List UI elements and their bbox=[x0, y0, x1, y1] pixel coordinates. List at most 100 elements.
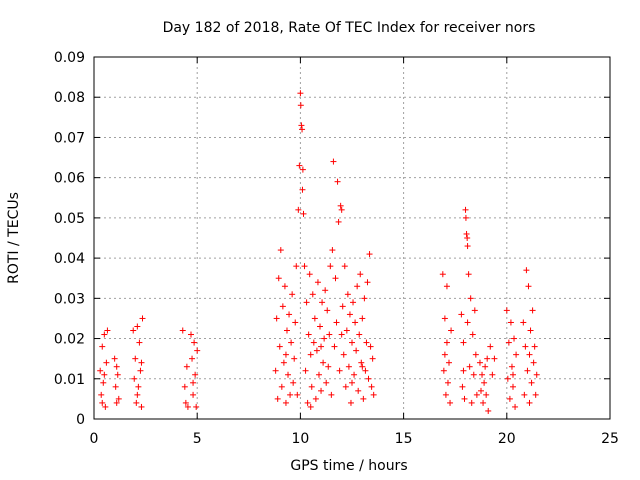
data-point bbox=[460, 339, 467, 346]
data-point bbox=[114, 371, 121, 378]
data-point bbox=[328, 391, 335, 398]
data-point bbox=[458, 311, 465, 318]
data-point bbox=[309, 291, 316, 298]
y-tick-label: 0.07 bbox=[54, 130, 85, 146]
data-point bbox=[351, 371, 358, 378]
data-point bbox=[299, 126, 306, 133]
data-point bbox=[352, 319, 359, 326]
data-point bbox=[360, 395, 367, 402]
data-point bbox=[337, 202, 344, 209]
grid-lines bbox=[94, 57, 610, 419]
data-point bbox=[189, 355, 196, 362]
data-point bbox=[520, 319, 527, 326]
data-point bbox=[476, 359, 483, 366]
data-point bbox=[333, 319, 340, 326]
data-point bbox=[183, 363, 190, 370]
data-point bbox=[355, 387, 362, 394]
data-point bbox=[531, 343, 538, 350]
data-point bbox=[192, 371, 199, 378]
data-point bbox=[318, 343, 325, 350]
data-point bbox=[362, 367, 369, 374]
data-point bbox=[112, 383, 119, 390]
data-point bbox=[294, 391, 301, 398]
data-point bbox=[462, 214, 469, 221]
data-point bbox=[324, 307, 331, 314]
data-point bbox=[358, 359, 365, 366]
data-point bbox=[321, 335, 328, 342]
data-point bbox=[469, 331, 476, 338]
x-tick-label: 5 bbox=[193, 431, 202, 447]
data-point bbox=[286, 311, 293, 318]
data-point bbox=[314, 279, 321, 286]
data-point bbox=[505, 339, 512, 346]
data-point bbox=[487, 343, 494, 350]
y-tick-label: 0.01 bbox=[54, 372, 85, 388]
data-point bbox=[98, 391, 105, 398]
data-point bbox=[130, 327, 137, 334]
data-point bbox=[275, 275, 282, 282]
data-point bbox=[353, 347, 360, 354]
data-point bbox=[338, 331, 345, 338]
data-point bbox=[509, 371, 516, 378]
data-point bbox=[503, 307, 510, 314]
data-point bbox=[361, 295, 368, 302]
data-point bbox=[319, 299, 326, 306]
data-point bbox=[472, 351, 479, 358]
data-point bbox=[290, 379, 297, 386]
data-point bbox=[508, 363, 515, 370]
data-point bbox=[526, 399, 533, 406]
y-tick-label: 0.03 bbox=[54, 291, 85, 307]
data-point bbox=[282, 351, 289, 358]
data-point bbox=[307, 351, 314, 358]
data-point bbox=[188, 331, 195, 338]
data-point bbox=[279, 303, 286, 310]
data-point bbox=[99, 343, 106, 350]
data-point bbox=[287, 391, 294, 398]
data-point bbox=[356, 331, 363, 338]
data-point bbox=[533, 371, 540, 378]
data-point bbox=[299, 186, 306, 193]
data-point bbox=[470, 371, 477, 378]
data-point bbox=[485, 407, 492, 414]
data-point bbox=[354, 283, 361, 290]
y-tick-labels: 0 0.01 0.02 0.03 0.04 0.05 0.06 0.07 0.08 0.09 bbox=[54, 50, 85, 428]
data-point bbox=[113, 363, 120, 370]
data-point bbox=[467, 295, 474, 302]
y-tick-label: 0.06 bbox=[54, 171, 85, 187]
data-point bbox=[480, 399, 487, 406]
data-point bbox=[504, 375, 511, 382]
data-point bbox=[283, 327, 290, 334]
data-point bbox=[134, 391, 141, 398]
data-point bbox=[471, 307, 478, 314]
data-point bbox=[331, 343, 338, 350]
data-point bbox=[350, 299, 357, 306]
data-point bbox=[99, 399, 106, 406]
data-point bbox=[506, 395, 513, 402]
data-point bbox=[512, 403, 519, 410]
data-point bbox=[322, 287, 329, 294]
data-point bbox=[317, 323, 324, 330]
data-point bbox=[299, 166, 306, 173]
data-point bbox=[468, 399, 475, 406]
data-point bbox=[530, 359, 537, 366]
y-tick-label: 0.04 bbox=[54, 251, 85, 267]
x-tick-label: 10 bbox=[291, 431, 309, 447]
data-point bbox=[529, 307, 536, 314]
data-point bbox=[184, 403, 191, 410]
data-point bbox=[484, 355, 491, 362]
chart-title: Day 182 of 2018, Rate Of TEC Index for r… bbox=[163, 20, 536, 36]
data-point bbox=[280, 359, 287, 366]
y-axis-label: ROTI / TECUs bbox=[6, 192, 22, 284]
data-point bbox=[179, 327, 186, 334]
data-point bbox=[473, 391, 480, 398]
data-point bbox=[368, 383, 375, 390]
data-point bbox=[285, 371, 292, 378]
data-point bbox=[366, 251, 373, 258]
data-point bbox=[104, 327, 111, 334]
data-point bbox=[313, 347, 320, 354]
data-point bbox=[357, 271, 364, 278]
data-point bbox=[489, 371, 496, 378]
data-points bbox=[97, 90, 540, 414]
data-point bbox=[464, 243, 471, 250]
data-point bbox=[302, 367, 309, 374]
